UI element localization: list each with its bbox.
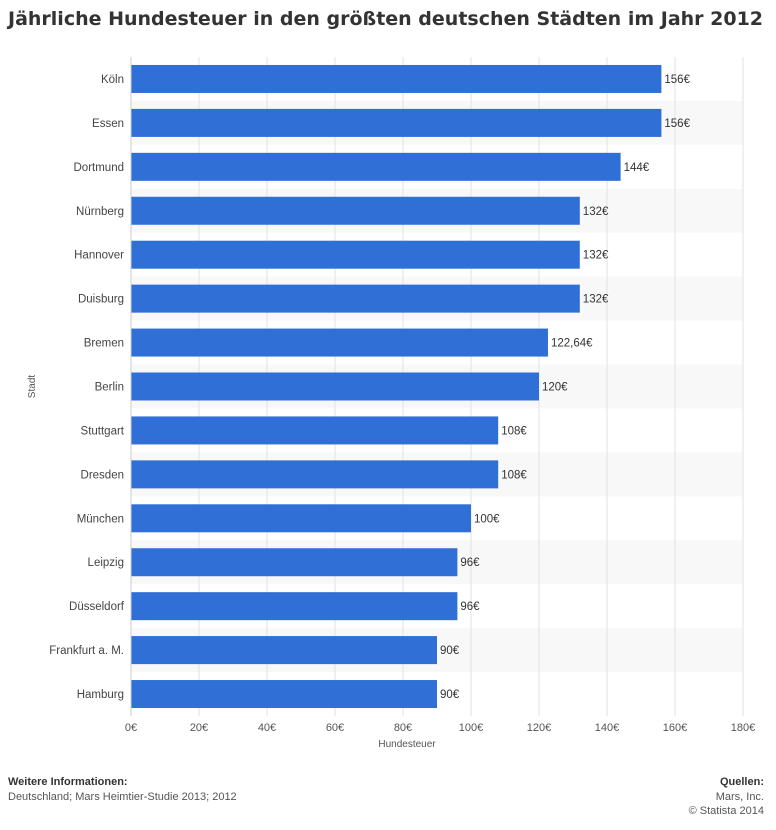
bar xyxy=(131,372,539,401)
category-label: Essen xyxy=(92,118,124,130)
footer-source-line: Mars, Inc. xyxy=(715,791,764,803)
x-tick-label: 160€ xyxy=(663,722,687,734)
x-tick-label: 120€ xyxy=(527,722,551,734)
x-tick-label: 80€ xyxy=(394,722,412,734)
footer-info-text: Deutschland; Mars Heimtier-Studie 2013; … xyxy=(8,791,237,803)
category-label: München xyxy=(77,513,124,525)
category-label: Berlin xyxy=(95,382,124,394)
bar xyxy=(131,240,580,269)
value-label: 132€ xyxy=(583,250,609,262)
category-label: Düsseldorf xyxy=(69,601,125,613)
x-axis-label: Hundesteuer xyxy=(378,739,436,750)
y-axis-label: Stadt xyxy=(27,375,38,399)
bar-chart: Köln Essen Dortmund Nürnberg Hannover Duisbur… xyxy=(27,57,755,750)
x-tick-label: 0€ xyxy=(125,722,137,734)
footer-sources: Quellen: Mars, Inc. © Statista 2014 xyxy=(689,776,764,818)
value-label: 132€ xyxy=(583,206,609,218)
bar xyxy=(131,680,437,709)
x-tick-label: 20€ xyxy=(190,722,208,734)
x-tick-label: 100€ xyxy=(459,722,483,734)
value-labels: 156€ 156€ 144€ 132€ 132€ 132€ 122,64€ 120€ 108€ 1… xyxy=(440,74,691,701)
bar xyxy=(131,152,621,181)
value-label: 156€ xyxy=(664,74,690,86)
bar xyxy=(131,460,499,489)
category-label: Nürnberg xyxy=(76,206,124,218)
category-label: Leipzig xyxy=(88,557,124,569)
category-label: Dresden xyxy=(81,469,124,481)
value-label: 96€ xyxy=(460,601,480,613)
bar xyxy=(131,284,580,313)
bar xyxy=(131,196,580,225)
bar xyxy=(131,592,458,621)
value-label: 144€ xyxy=(624,162,650,174)
category-label: Köln xyxy=(101,74,124,86)
category-label: Bremen xyxy=(84,338,124,350)
bar xyxy=(131,504,471,533)
category-label: Frankfurt a. M. xyxy=(49,645,124,657)
value-label: 132€ xyxy=(583,294,609,306)
x-tick-label: 60€ xyxy=(326,722,344,734)
footer-copyright: © Statista 2014 xyxy=(688,805,764,817)
value-label: 108€ xyxy=(501,425,527,437)
bar xyxy=(131,636,437,665)
value-label: 90€ xyxy=(440,645,460,657)
x-tick-label: 180€ xyxy=(731,722,755,734)
value-label: 108€ xyxy=(501,469,527,481)
bar xyxy=(131,416,499,445)
value-label: 122,64€ xyxy=(551,338,593,350)
bar xyxy=(131,548,458,577)
x-tick-labels: 0€ 20€ 40€ 60€ 80€ 100€ 120€ 140€ 160€ 180€ xyxy=(125,722,755,734)
category-label: Dortmund xyxy=(74,162,125,174)
value-label: 90€ xyxy=(440,689,460,701)
footer-sources-heading: Quellen: xyxy=(719,776,764,788)
bar xyxy=(131,328,548,357)
x-tick-label: 40€ xyxy=(258,722,276,734)
category-label: Hamburg xyxy=(77,689,124,701)
value-label: 96€ xyxy=(460,557,480,569)
chart-title: Jährliche Hundesteuer in den größten deu… xyxy=(8,8,764,30)
footer-info-heading: Weitere Informationen: xyxy=(8,776,128,788)
category-label: Duisburg xyxy=(78,294,124,306)
value-label: 156€ xyxy=(664,118,690,130)
bar xyxy=(131,64,662,93)
bars xyxy=(131,64,662,709)
category-labels: Köln Essen Dortmund Nürnberg Hannover Duisbur… xyxy=(49,74,125,701)
value-label: 120€ xyxy=(542,382,568,394)
bar xyxy=(131,108,662,137)
category-label: Stuttgart xyxy=(81,425,125,437)
value-label: 100€ xyxy=(474,513,500,525)
x-tick-label: 140€ xyxy=(595,722,619,734)
category-label: Hannover xyxy=(74,250,124,262)
footer-info: Weitere Informationen: Deutschland; Mars… xyxy=(8,776,237,804)
